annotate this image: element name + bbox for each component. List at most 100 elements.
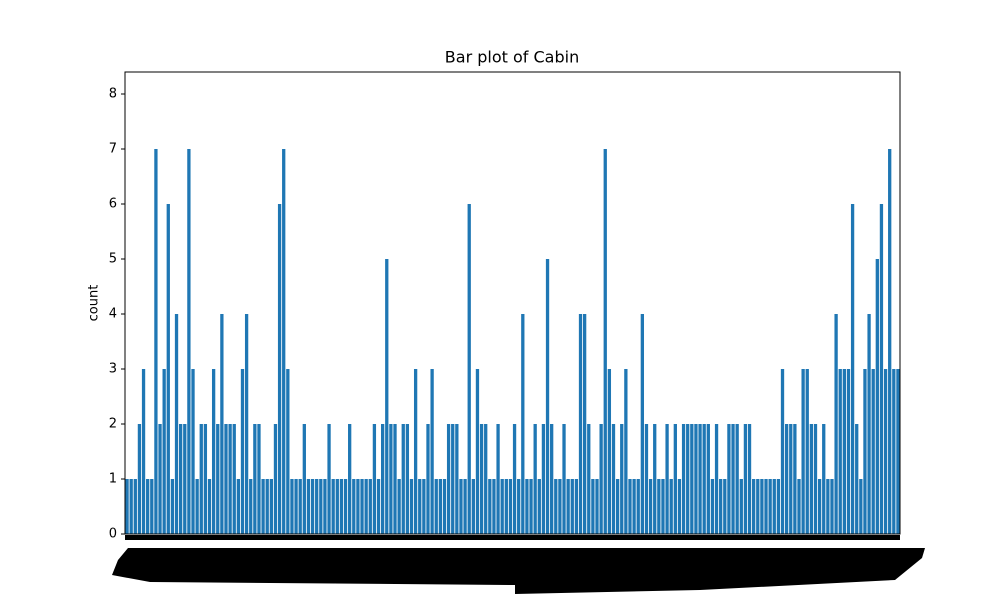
bar	[599, 424, 603, 534]
bar	[141, 369, 146, 534]
bar	[657, 479, 661, 534]
bar	[838, 369, 842, 534]
y-axis-label: count	[87, 285, 102, 322]
bar	[467, 204, 471, 534]
bar	[566, 479, 570, 534]
bar	[562, 424, 566, 534]
bar	[228, 424, 232, 534]
bar	[747, 424, 752, 534]
bar	[760, 479, 764, 534]
bar	[319, 479, 323, 534]
bar	[475, 369, 480, 534]
bar	[331, 479, 335, 534]
bar	[842, 369, 846, 534]
bar	[240, 369, 245, 534]
bar	[269, 479, 273, 534]
bar	[735, 424, 739, 534]
bar	[727, 424, 731, 534]
bar	[888, 149, 892, 534]
bar	[335, 479, 339, 534]
bar	[393, 424, 397, 534]
y-tick-label: 3	[109, 362, 117, 377]
bar	[376, 479, 381, 534]
bar	[830, 479, 834, 534]
bar	[846, 369, 851, 534]
bar	[236, 479, 241, 534]
bar	[714, 424, 719, 534]
bar	[232, 424, 236, 534]
y-tick-label: 0	[109, 527, 117, 542]
bar	[265, 479, 269, 534]
bar	[166, 204, 170, 534]
bar	[162, 369, 166, 534]
bar	[479, 424, 484, 534]
bar	[805, 369, 809, 534]
bar	[665, 424, 669, 534]
bar	[863, 369, 867, 534]
bar	[187, 149, 191, 534]
bar	[640, 314, 645, 534]
bar	[739, 479, 743, 534]
bar	[360, 479, 364, 534]
bar	[644, 424, 649, 534]
y-tick-label: 8	[109, 87, 117, 102]
bar	[624, 369, 628, 534]
bar	[508, 479, 513, 534]
bar	[628, 479, 632, 534]
bar	[570, 479, 574, 534]
bar	[632, 479, 636, 534]
bar	[154, 149, 158, 534]
bar	[224, 424, 228, 534]
bar	[348, 424, 352, 534]
bar	[756, 479, 760, 534]
bar	[496, 424, 500, 534]
bar	[211, 369, 216, 534]
bar	[459, 479, 463, 534]
bar	[578, 314, 583, 534]
bar	[743, 424, 748, 534]
bar	[356, 479, 360, 534]
bar	[784, 424, 789, 534]
y-tick-label: 4	[109, 307, 117, 322]
bar	[385, 259, 389, 534]
bar	[537, 479, 541, 534]
bar	[574, 479, 579, 534]
bar	[710, 479, 715, 534]
bar	[504, 479, 508, 534]
bar	[488, 479, 492, 534]
bar	[492, 479, 496, 534]
bar	[681, 424, 686, 534]
bar	[620, 424, 624, 534]
bar	[343, 479, 348, 534]
bar	[648, 479, 653, 534]
bar	[199, 424, 203, 534]
bar	[220, 314, 224, 534]
bar	[826, 479, 830, 534]
bar	[302, 424, 306, 534]
bar	[257, 424, 261, 534]
bar	[323, 479, 327, 534]
bar	[368, 479, 372, 534]
bar	[698, 424, 702, 534]
bar	[780, 369, 785, 534]
bar	[525, 479, 529, 534]
bar	[558, 479, 562, 534]
bar	[207, 479, 212, 534]
bar	[822, 424, 826, 534]
bar	[702, 424, 706, 534]
bar	[389, 424, 393, 534]
bar	[339, 479, 344, 534]
bar	[484, 424, 488, 534]
bar	[723, 479, 727, 534]
bar	[442, 479, 447, 534]
bar	[158, 424, 162, 534]
bar	[550, 424, 554, 534]
bar	[129, 479, 133, 534]
bar	[661, 479, 665, 534]
bar	[471, 479, 475, 534]
bar	[529, 479, 533, 534]
bar	[797, 479, 801, 534]
bar	[183, 424, 187, 534]
